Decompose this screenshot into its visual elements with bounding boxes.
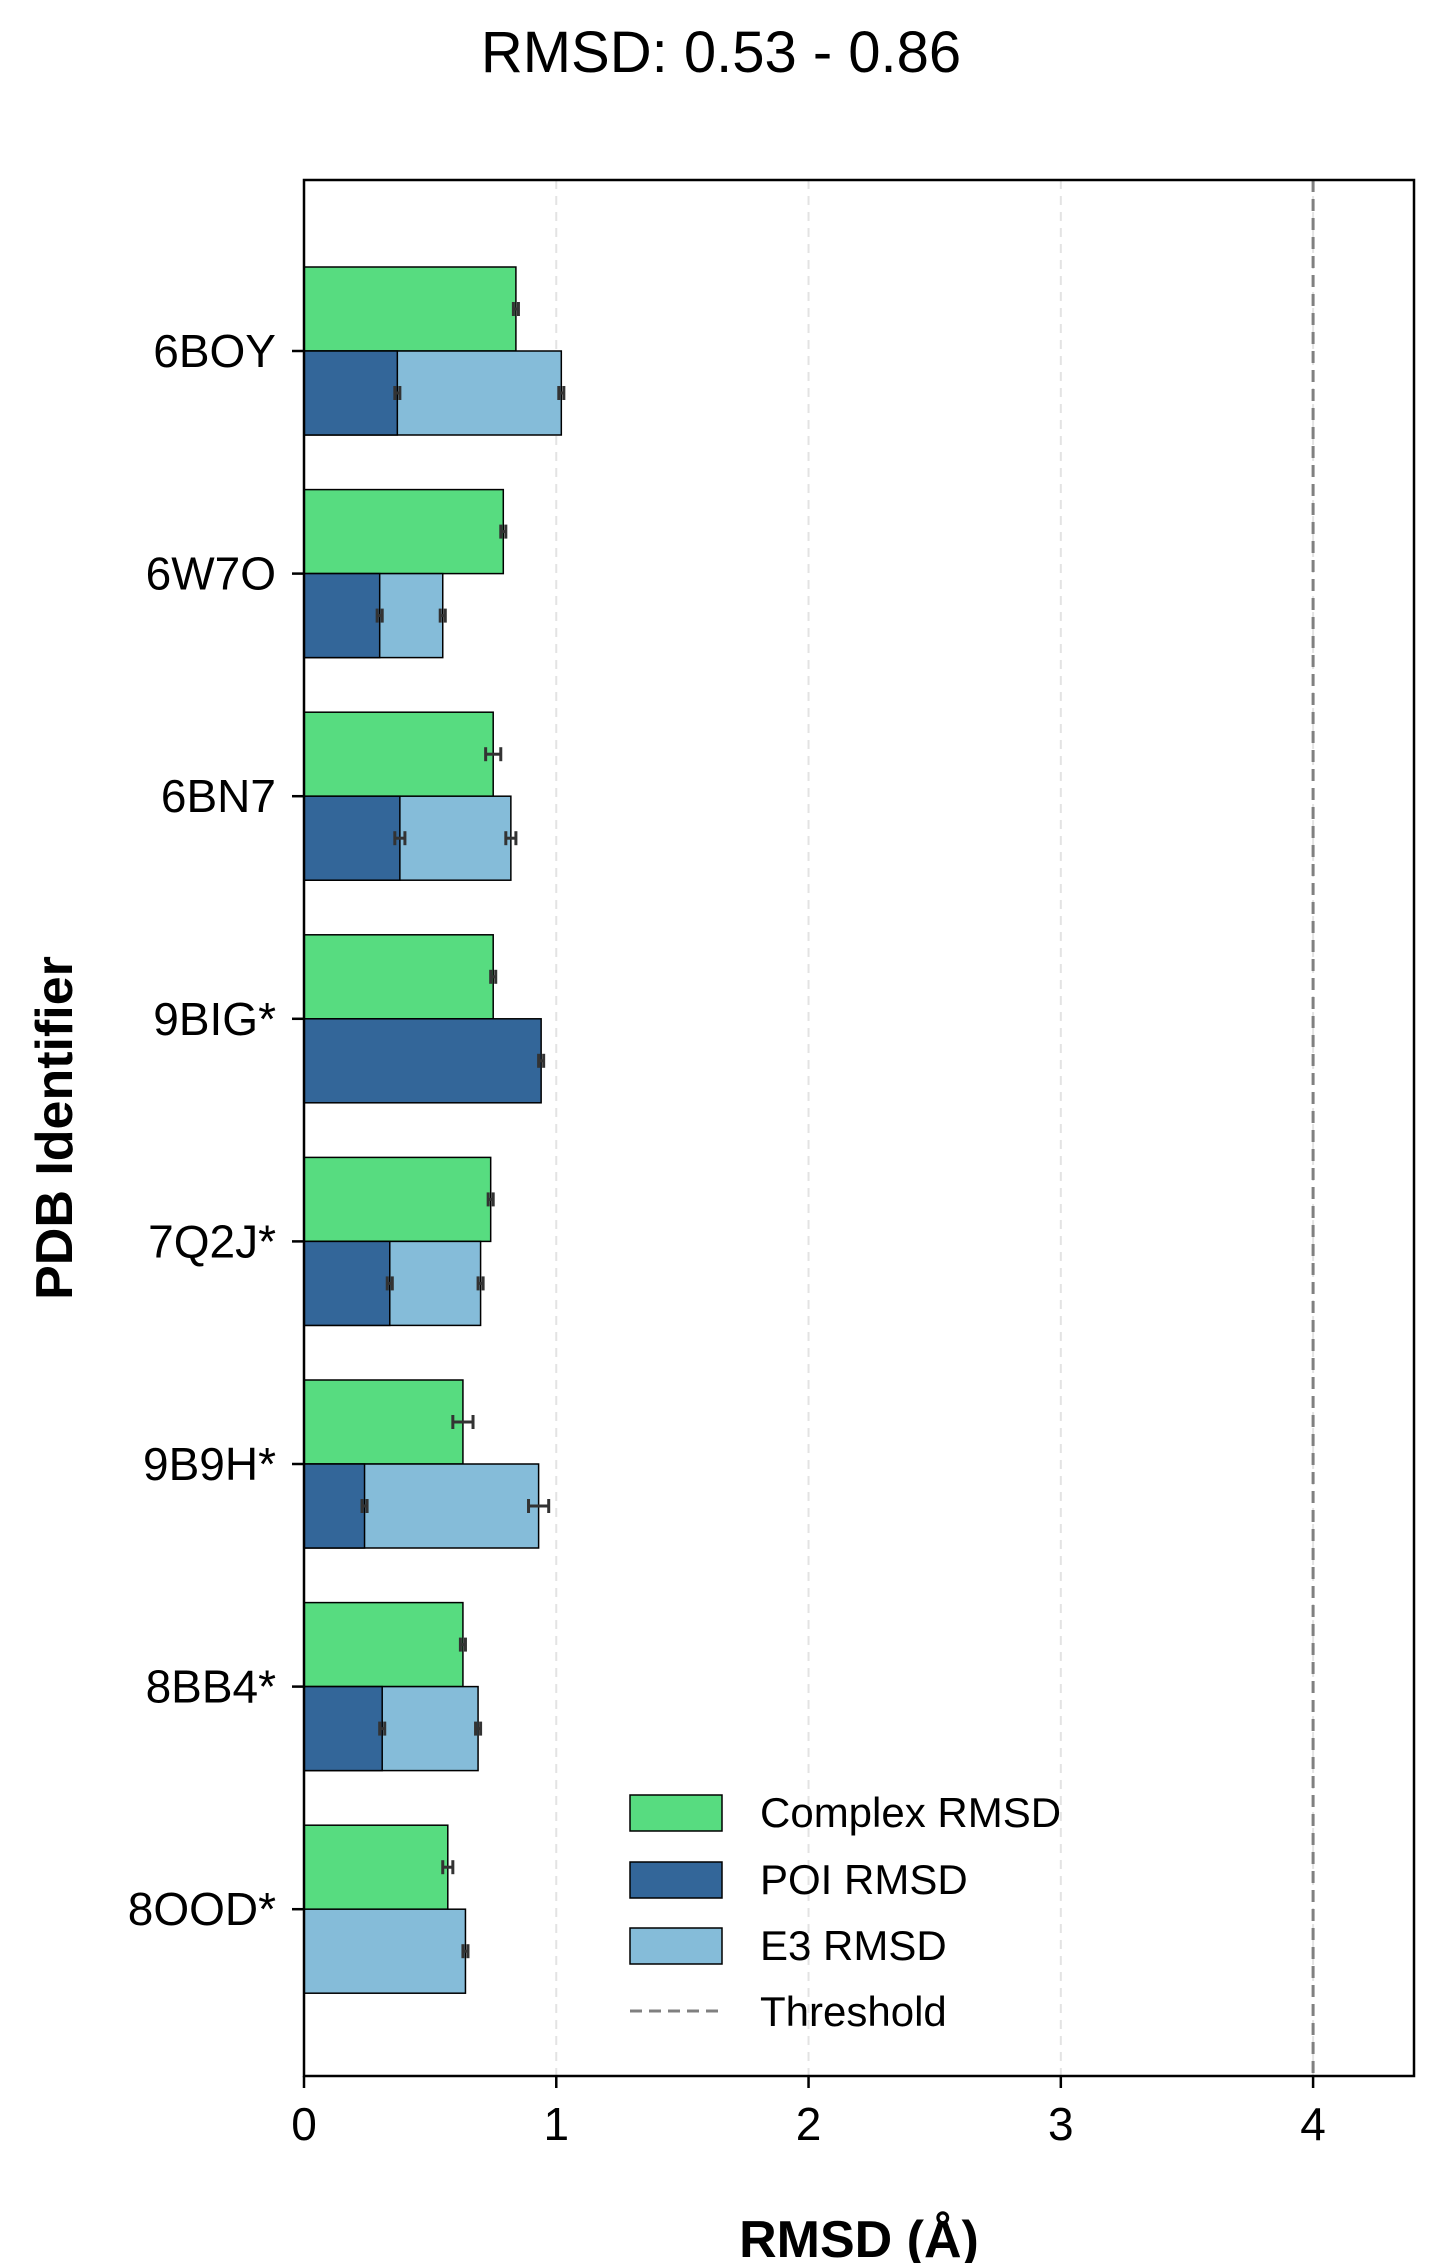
bar-complex-rmsd bbox=[303, 1156, 492, 1243]
errorbar-complex bbox=[511, 302, 520, 316]
legend-label-complex: Complex RMSD bbox=[760, 1789, 1061, 1836]
bar-complex-rmsd bbox=[303, 934, 494, 1020]
y-tick-label: 6BN7 bbox=[161, 770, 276, 822]
errorbar-poi bbox=[393, 831, 407, 846]
y-axis-label: PDB Identifier bbox=[26, 956, 84, 1300]
bar-poi-rmsd bbox=[303, 1018, 542, 1104]
errorbar-complex bbox=[486, 1192, 495, 1207]
errorbar-poi bbox=[393, 386, 402, 400]
errorbar-poi bbox=[360, 1499, 369, 1513]
legend-swatch-complex bbox=[629, 1794, 723, 1832]
grid-lines bbox=[555, 180, 1315, 2076]
errorbar-e3 bbox=[438, 608, 447, 623]
y-tick-label: 9B9H* bbox=[143, 1438, 276, 1490]
legend-swatch-poi bbox=[629, 1861, 723, 1899]
errorbar-complex bbox=[489, 969, 498, 984]
errorbar-complex bbox=[499, 524, 508, 539]
bar-poi-rmsd bbox=[303, 795, 401, 881]
errorbar-e3 bbox=[474, 1721, 483, 1736]
bar-poi-rmsd bbox=[303, 1463, 366, 1549]
y-tick-label: 8BB4* bbox=[146, 1661, 277, 1713]
errorbar-complex bbox=[451, 1415, 475, 1429]
legend: Complex RMSD POI RMSD E3 RMSD Threshold bbox=[629, 1789, 1061, 2035]
y-tick-label: 6W7O bbox=[146, 548, 276, 600]
bar-complex-rmsd bbox=[303, 1601, 464, 1688]
bar-e3-rmsd bbox=[303, 1908, 467, 1994]
bar-complex-rmsd bbox=[303, 266, 517, 352]
legend-label-e3: E3 RMSD bbox=[760, 1922, 947, 1969]
errorbar-complex bbox=[458, 1637, 467, 1652]
errorbar-e3 bbox=[557, 386, 566, 400]
x-axis-label: RMSD (Å) bbox=[739, 2211, 979, 2263]
x-tick-label: 1 bbox=[543, 2098, 569, 2150]
x-tick-label: 2 bbox=[796, 2098, 822, 2150]
errorbar-complex bbox=[441, 1860, 455, 1875]
bar-poi-rmsd bbox=[303, 572, 381, 659]
x-tick-label: 4 bbox=[1300, 2098, 1326, 2150]
plot-frame bbox=[302, 178, 1416, 2078]
axis-ticks: 0 1 2 3 4 6BOY 6W7O 6BN7 9BIG* 7Q2J* 9B9H* 8BB4* 8OO… bbox=[128, 325, 1326, 2150]
errorbar-e3 bbox=[461, 1944, 470, 1959]
bars bbox=[303, 266, 566, 1994]
errorbar-poi bbox=[537, 1053, 546, 1068]
legend-label-threshold: Threshold bbox=[760, 1988, 947, 2035]
bar-complex-rmsd bbox=[303, 1379, 464, 1465]
y-tick-label: 7Q2J* bbox=[148, 1215, 276, 1267]
y-tick-label: 9BIG* bbox=[153, 993, 276, 1045]
bar-complex-rmsd bbox=[303, 488, 505, 575]
legend-swatch-e3 bbox=[629, 1927, 723, 1965]
bar-complex-rmsd bbox=[303, 711, 494, 797]
x-tick-label: 0 bbox=[291, 2098, 317, 2150]
errorbar-e3 bbox=[476, 1276, 485, 1291]
errorbar-e3 bbox=[504, 831, 518, 846]
y-tick-label: 6BOY bbox=[153, 325, 276, 377]
bar-poi-rmsd bbox=[303, 1685, 383, 1772]
errorbar-complex bbox=[484, 747, 503, 762]
y-tick-label: 8OOD* bbox=[128, 1883, 276, 1935]
bar-poi-rmsd bbox=[303, 350, 399, 436]
errorbar-e3 bbox=[527, 1499, 551, 1513]
errorbar-poi bbox=[378, 1721, 387, 1736]
bar-complex-rmsd bbox=[303, 1824, 449, 1910]
bar-poi-rmsd bbox=[303, 1240, 391, 1327]
x-tick-label: 3 bbox=[1048, 2098, 1074, 2150]
legend-label-poi: POI RMSD bbox=[760, 1856, 968, 1903]
errorbar-poi bbox=[385, 1276, 394, 1291]
chart-title: RMSD: 0.53 - 0.86 bbox=[481, 20, 961, 85]
errorbar-poi bbox=[375, 608, 384, 623]
